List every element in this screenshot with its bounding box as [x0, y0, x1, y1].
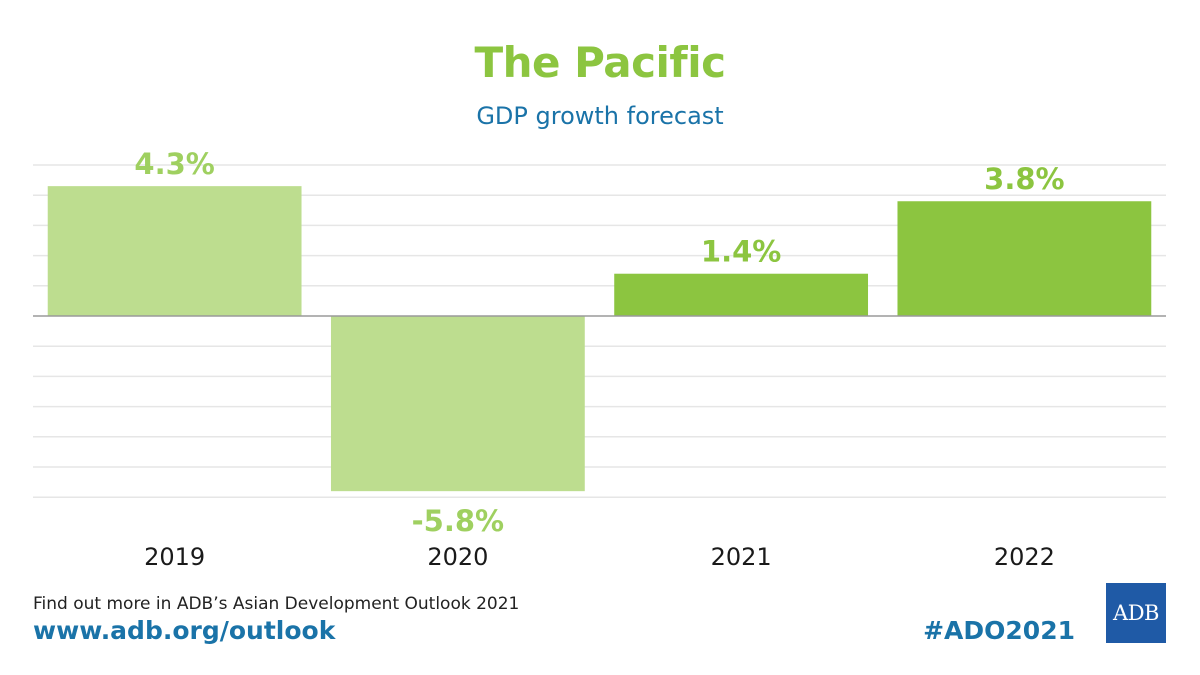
- bar-2021: [614, 273, 869, 316]
- hashtag-text: #ADO2021: [923, 616, 1075, 645]
- adb-logo: ADB: [1106, 583, 1166, 643]
- bar-2022: [897, 201, 1152, 316]
- chart-title: The Pacific: [474, 38, 726, 87]
- x-tick-label-2019: 2019: [144, 543, 205, 571]
- bar-2020: [330, 316, 585, 492]
- x-tick-label-2022: 2022: [994, 543, 1055, 571]
- footer-url-link[interactable]: www.adb.org/outlook: [33, 616, 336, 645]
- data-label-2020: -5.8%: [412, 504, 504, 538]
- data-label-2021: 1.4%: [701, 235, 781, 269]
- x-tick-label-2020: 2020: [427, 543, 488, 571]
- bar-2019: [47, 186, 302, 316]
- footer-text: Find out more in ADB’s Asian Development…: [33, 594, 520, 614]
- data-label-2022: 3.8%: [984, 162, 1064, 196]
- x-tick-label-2021: 2021: [711, 543, 772, 571]
- chart-subtitle: GDP growth forecast: [476, 102, 724, 130]
- data-label-2019: 4.3%: [134, 147, 214, 181]
